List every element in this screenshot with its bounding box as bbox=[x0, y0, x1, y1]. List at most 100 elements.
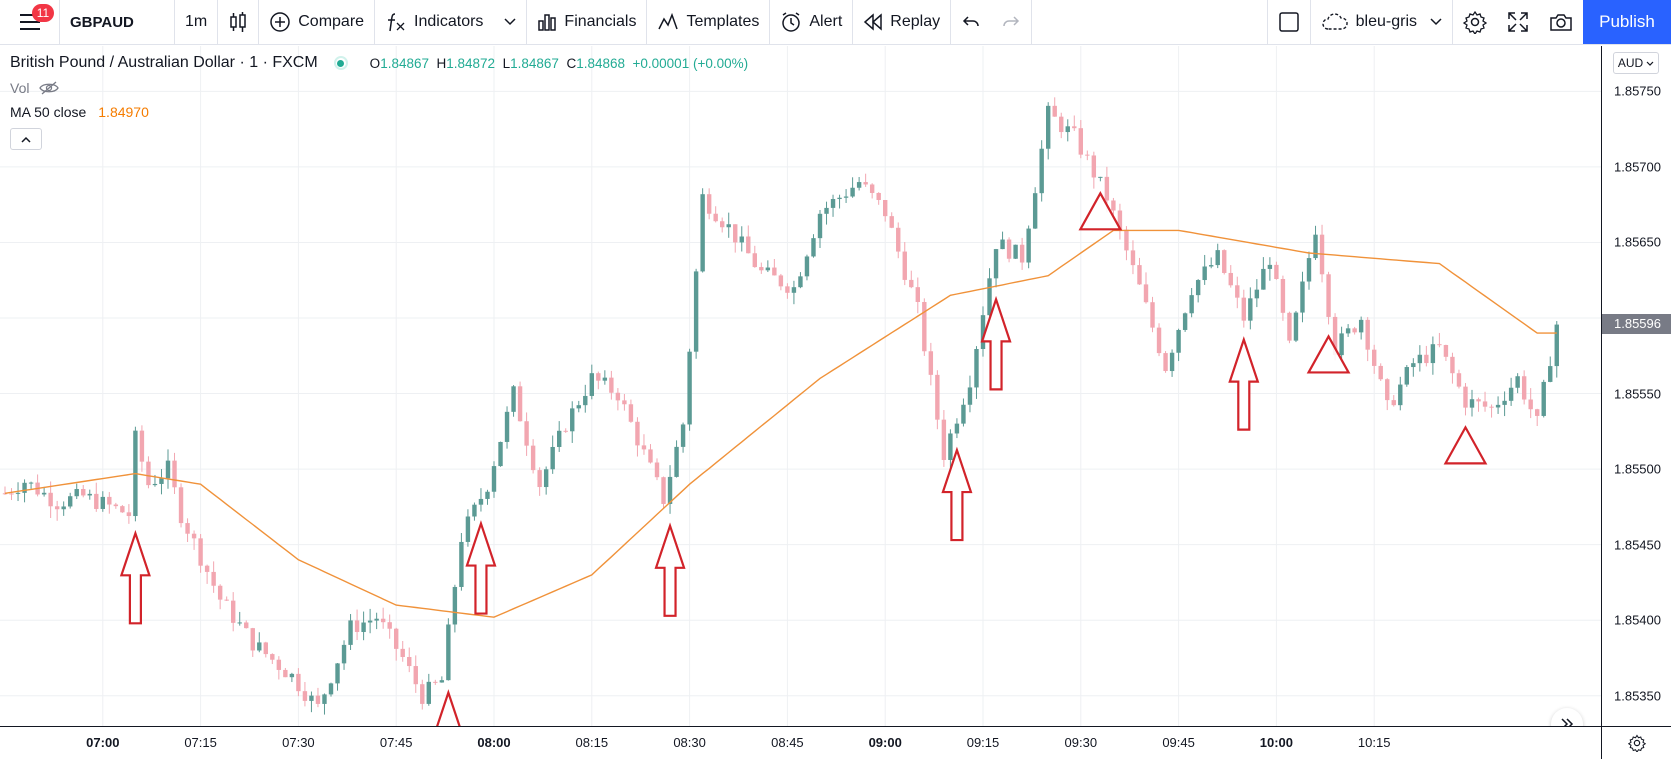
candle-body bbox=[1417, 354, 1423, 364]
time-tick: 10:15 bbox=[1357, 735, 1391, 750]
time-tick: 07:15 bbox=[184, 735, 217, 750]
candle-body bbox=[1215, 250, 1220, 266]
scale-settings-button[interactable] bbox=[1601, 726, 1671, 759]
candle-body bbox=[517, 386, 523, 422]
open-value: 1.84867 bbox=[380, 55, 429, 71]
candle-body bbox=[491, 466, 497, 492]
scroll-to-realtime-button[interactable] bbox=[1551, 708, 1583, 726]
settings-button[interactable] bbox=[1453, 0, 1497, 44]
candle-body bbox=[94, 493, 99, 509]
candle-body bbox=[869, 184, 875, 193]
time-tick: 08:15 bbox=[575, 735, 609, 750]
candle-body bbox=[993, 249, 999, 279]
candle-body bbox=[1039, 148, 1044, 194]
price-tick: 1.85350 bbox=[1614, 688, 1661, 704]
volume-label: Vol bbox=[10, 80, 30, 96]
candle-body bbox=[48, 492, 53, 507]
annotations bbox=[119, 191, 1488, 726]
chart-type-button[interactable] bbox=[218, 0, 260, 44]
candle-body bbox=[563, 430, 568, 432]
chart-pane[interactable]: British Pound / Australian Dollar · 1 · … bbox=[0, 46, 1601, 726]
alert-button[interactable]: Alert bbox=[770, 0, 854, 44]
candle-body bbox=[1052, 105, 1057, 117]
candle-body bbox=[1280, 279, 1286, 313]
candle-body bbox=[1026, 228, 1031, 263]
price-scale[interactable]: AUD 1.85750 1.85700 1.85650 1.85550 1.85500 1… bbox=[1601, 46, 1671, 726]
templates-button[interactable]: Templates bbox=[647, 0, 771, 44]
candle-body bbox=[1456, 373, 1462, 387]
up-arrow-annotation[interactable] bbox=[119, 529, 151, 625]
redo-button[interactable] bbox=[991, 0, 1033, 44]
replay-button[interactable]: Replay bbox=[853, 0, 952, 44]
candle-body bbox=[798, 276, 803, 288]
candle-body bbox=[967, 387, 973, 405]
eye-hidden-icon[interactable] bbox=[39, 81, 60, 95]
triangle-annotation[interactable] bbox=[1306, 334, 1351, 374]
interval-button[interactable]: 1m bbox=[175, 0, 219, 44]
candle-body bbox=[289, 673, 295, 678]
candle-body bbox=[759, 267, 764, 271]
compare-button[interactable]: Compare bbox=[259, 0, 376, 44]
undo-button[interactable] bbox=[951, 0, 991, 44]
volume-indicator-row[interactable]: Vol bbox=[10, 80, 748, 96]
moving-average-row[interactable]: MA 50 close 1.84970 bbox=[10, 104, 748, 120]
time-scale[interactable]: 07:00 07:15 07:30 07:45 08:00 08:15 08:30 08:45… bbox=[0, 726, 1601, 759]
candle-body bbox=[54, 506, 60, 510]
snapshot-button[interactable] bbox=[1539, 0, 1583, 44]
price-tick: 1.85700 bbox=[1614, 159, 1661, 175]
candle-body bbox=[191, 533, 197, 539]
candle-body bbox=[817, 213, 823, 239]
symbol-search[interactable]: GBPAUD bbox=[60, 0, 175, 44]
high-label: H bbox=[436, 55, 447, 71]
publish-button[interactable]: Publish bbox=[1583, 0, 1671, 44]
candle-body bbox=[270, 654, 275, 660]
candle-body bbox=[217, 585, 223, 600]
save-layout-button[interactable]: bleu-gris bbox=[1311, 0, 1453, 44]
candle-body bbox=[139, 430, 145, 462]
candle-body bbox=[250, 628, 255, 651]
candle-body bbox=[1430, 344, 1436, 364]
candle-body bbox=[752, 253, 757, 268]
up-arrow-annotation[interactable] bbox=[980, 295, 1012, 391]
candle-body bbox=[1235, 285, 1240, 298]
menu-button[interactable]: 11 bbox=[0, 0, 60, 44]
up-arrow-annotation[interactable] bbox=[654, 522, 686, 617]
candle-body bbox=[237, 622, 242, 624]
candle-body bbox=[1508, 387, 1514, 401]
triangle-annotation[interactable] bbox=[1078, 191, 1123, 231]
layout-select-button[interactable] bbox=[1266, 0, 1311, 44]
candle-body bbox=[1006, 239, 1012, 259]
collapse-legend-button[interactable] bbox=[10, 128, 42, 150]
triangle-annotation[interactable] bbox=[1443, 425, 1488, 465]
candle-body bbox=[654, 462, 660, 478]
fullscreen-button[interactable] bbox=[1497, 0, 1539, 44]
candle-body bbox=[661, 477, 666, 504]
candle-body bbox=[850, 187, 855, 197]
candle-body bbox=[1411, 363, 1416, 368]
up-arrow-annotation[interactable] bbox=[941, 446, 973, 542]
candle-body bbox=[830, 199, 836, 208]
candle-body bbox=[1398, 384, 1403, 406]
candle-body bbox=[446, 624, 451, 681]
candle-body bbox=[570, 408, 575, 432]
symbol-title[interactable]: British Pound / Australian Dollar · 1 · … bbox=[10, 54, 318, 71]
candle-body bbox=[165, 460, 171, 479]
candle-body bbox=[883, 200, 888, 217]
market-status-icon[interactable] bbox=[333, 56, 348, 70]
candle-body bbox=[733, 224, 738, 243]
candle-body bbox=[1326, 274, 1331, 317]
up-arrow-annotation[interactable] bbox=[1228, 336, 1260, 431]
currency-label: AUD bbox=[1617, 56, 1644, 70]
currency-select[interactable]: AUD bbox=[1613, 52, 1659, 74]
up-arrow-annotation[interactable] bbox=[465, 520, 497, 615]
candle-body bbox=[394, 628, 399, 649]
candle-body bbox=[863, 182, 868, 185]
financials-button[interactable]: Financials bbox=[527, 0, 648, 44]
candle-body bbox=[726, 224, 731, 228]
candle-body bbox=[354, 620, 360, 633]
candle-body bbox=[152, 483, 158, 486]
up-arrow-annotation[interactable] bbox=[434, 689, 462, 726]
indicators-button[interactable]: Indicators bbox=[375, 0, 528, 44]
candle-body bbox=[185, 523, 190, 534]
price-chart[interactable] bbox=[0, 46, 1601, 726]
